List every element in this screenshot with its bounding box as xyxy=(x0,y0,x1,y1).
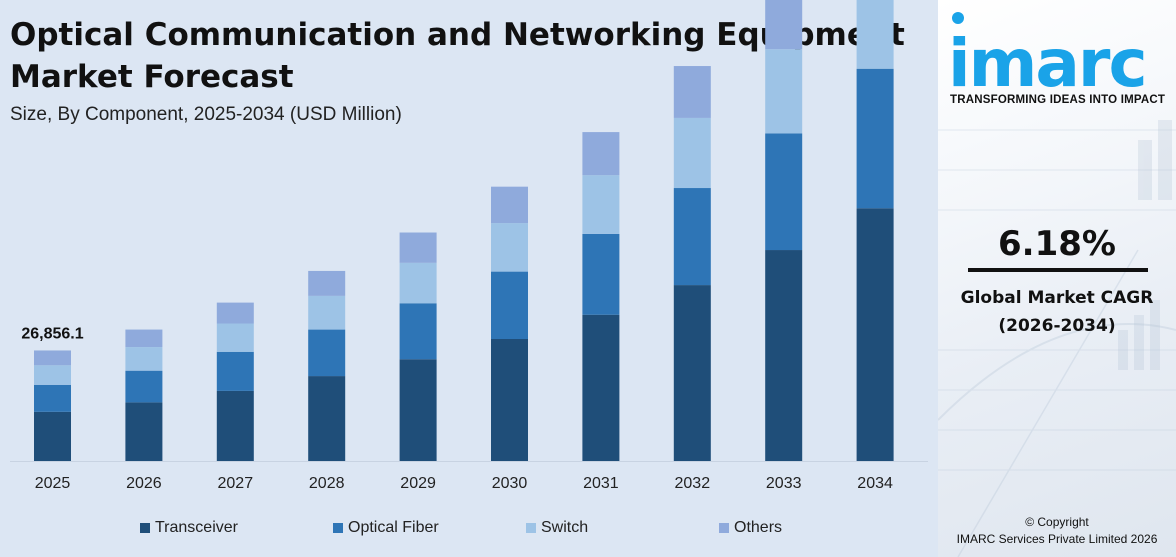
cagr-value: 6.18% xyxy=(998,224,1116,264)
bar-optical-fiber-2032 xyxy=(673,188,711,286)
imarc-logo: imarc xyxy=(948,25,1148,102)
legend-item-switch: Switch xyxy=(526,519,719,537)
x-tick-label-2028: 2028 xyxy=(309,475,345,492)
legend-swatch xyxy=(719,523,729,533)
bar-optical-fiber-2030 xyxy=(491,271,528,340)
bar-transceiver-2032 xyxy=(673,285,711,461)
legend-swatch xyxy=(140,523,150,533)
cagr-label: Global Market CAGR (2026-2034) xyxy=(938,284,1176,340)
brand-tagline: TRANSFORMING IDEAS INTO IMPACT xyxy=(950,94,1166,106)
copyright-notice: © Copyright IMARC Services Private Limit… xyxy=(938,514,1176,548)
chart-panel: Optical Communication and Networking Equ… xyxy=(10,0,928,537)
bar-transceiver-2026 xyxy=(125,402,163,461)
bar-others-2025 xyxy=(34,350,71,366)
bar-optical-fiber-2029 xyxy=(399,303,437,360)
bar-switch-2031 xyxy=(582,175,620,234)
x-tick-label-2033: 2033 xyxy=(766,475,802,492)
bar-optical-fiber-2027 xyxy=(216,351,254,391)
legend-swatch xyxy=(526,523,536,533)
x-tick-label-2032: 2032 xyxy=(675,475,711,492)
background-chart-illustration xyxy=(938,120,1176,557)
bar-switch-2026 xyxy=(125,347,163,371)
side-panel: imarc TRANSFORMING IDEAS INTO IMPACT 6.1… xyxy=(938,0,1176,557)
bar-transceiver-2030 xyxy=(491,339,528,461)
bar-switch-2032 xyxy=(673,117,711,189)
bar-switch-2034 xyxy=(856,0,894,69)
copyright-line2: IMARC Services Private Limited 2026 xyxy=(956,532,1158,546)
bar-transceiver-2027 xyxy=(216,390,254,461)
data-label-2025: 26,856.1 xyxy=(21,325,83,342)
legend-item-transceiver: Transceiver xyxy=(140,519,333,537)
stacked-bar-chart: 2025 26,856.1 2026 2027 2028 2029 2030 2031 2032… xyxy=(10,0,928,492)
chart-title: Optical Communication and Networking Equ… xyxy=(10,17,905,95)
legend-label: Others xyxy=(734,519,783,536)
legend-label: Switch xyxy=(541,519,589,536)
chart-legend: Transceiver Optical Fiber Switch Others xyxy=(140,519,912,537)
bar-others-2030 xyxy=(491,186,528,224)
bar-others-2032 xyxy=(673,66,711,118)
legend-item-optical-fiber: Optical Fiber xyxy=(333,519,526,537)
bar-optical-fiber-2033 xyxy=(765,133,803,251)
cagr-label-line2: (2026-2034) xyxy=(998,316,1116,336)
bar-switch-2030 xyxy=(491,223,528,272)
bar-optical-fiber-2025 xyxy=(34,384,71,412)
bar-transceiver-2034 xyxy=(856,208,894,461)
legend-swatch xyxy=(333,523,343,533)
x-tick-label-2027: 2027 xyxy=(218,475,254,492)
bar-transceiver-2028 xyxy=(308,376,346,461)
x-tick-label-2026: 2026 xyxy=(126,475,162,492)
bar-optical-fiber-2034 xyxy=(856,68,894,209)
bar-transceiver-2029 xyxy=(399,359,437,461)
x-tick-label-2029: 2029 xyxy=(400,475,436,492)
cagr-label-line1: Global Market CAGR xyxy=(960,288,1154,308)
cagr-divider xyxy=(968,268,1148,272)
bar-others-2029 xyxy=(399,232,437,263)
x-tick-label-2031: 2031 xyxy=(583,475,619,492)
bar-others-2026 xyxy=(125,329,163,348)
bar-switch-2029 xyxy=(399,262,437,304)
bar-optical-fiber-2031 xyxy=(582,233,620,315)
legend-item-others: Others xyxy=(719,519,912,537)
bar-switch-2028 xyxy=(308,295,346,330)
bar-others-2033 xyxy=(765,0,803,50)
bar-optical-fiber-2028 xyxy=(308,329,346,377)
bar-transceiver-2033 xyxy=(765,250,803,461)
bar-switch-2027 xyxy=(216,323,254,352)
copyright-line1: © Copyright xyxy=(1025,515,1089,529)
bar-optical-fiber-2026 xyxy=(125,370,163,403)
bar-others-2028 xyxy=(308,270,346,296)
bar-transceiver-2025 xyxy=(34,411,71,461)
bar-transceiver-2031 xyxy=(582,314,620,461)
legend-label: Transceiver xyxy=(155,519,238,536)
x-tick-label-2034: 2034 xyxy=(857,475,893,492)
bar-others-2027 xyxy=(216,302,254,324)
logo-dot-icon xyxy=(952,12,964,24)
bar-others-2031 xyxy=(582,132,620,176)
chart-subtitle: Size, By Component, 2025-2034 (USD Milli… xyxy=(10,104,402,125)
x-tick-label-2030: 2030 xyxy=(492,475,528,492)
bar-switch-2033 xyxy=(765,49,803,134)
bar-switch-2025 xyxy=(34,365,71,385)
x-tick-label-2025: 2025 xyxy=(35,475,71,492)
legend-label: Optical Fiber xyxy=(348,519,439,536)
